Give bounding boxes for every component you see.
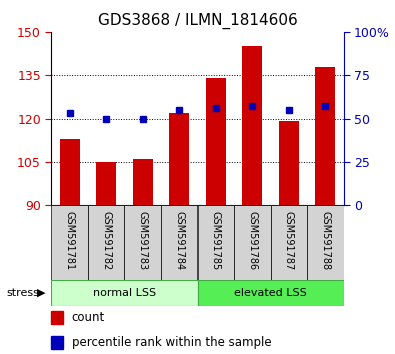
Text: percentile rank within the sample: percentile rank within the sample [72,336,271,349]
Bar [234,205,271,280]
Bar [169,113,189,205]
Text: GSM591782: GSM591782 [101,211,111,270]
Bar [315,67,335,205]
Bar [161,205,198,280]
Bar [51,311,63,324]
Text: GSM591783: GSM591783 [138,211,148,270]
Text: GSM591784: GSM591784 [174,211,184,270]
Bar [60,139,80,205]
Bar [279,121,299,205]
Text: count: count [72,311,105,324]
Bar [198,280,344,306]
Bar [51,205,88,280]
Bar [206,78,226,205]
Bar [51,280,198,306]
Bar [242,46,262,205]
Text: stress: stress [6,288,39,298]
Text: GSM591786: GSM591786 [247,211,257,270]
Bar [51,336,63,349]
Bar [271,205,307,280]
Text: GSM591785: GSM591785 [211,211,221,270]
Bar [133,159,153,205]
Text: elevated LSS: elevated LSS [234,288,307,298]
Text: ▶: ▶ [37,288,46,298]
Bar [198,205,234,280]
Bar [96,162,116,205]
Text: GSM591788: GSM591788 [320,211,330,270]
Text: GSM591781: GSM591781 [65,211,75,270]
Title: GDS3868 / ILMN_1814606: GDS3868 / ILMN_1814606 [98,13,297,29]
Text: normal LSS: normal LSS [93,288,156,298]
Bar [88,205,124,280]
Bar [124,205,161,280]
Text: GSM591787: GSM591787 [284,211,294,270]
Bar [307,205,344,280]
